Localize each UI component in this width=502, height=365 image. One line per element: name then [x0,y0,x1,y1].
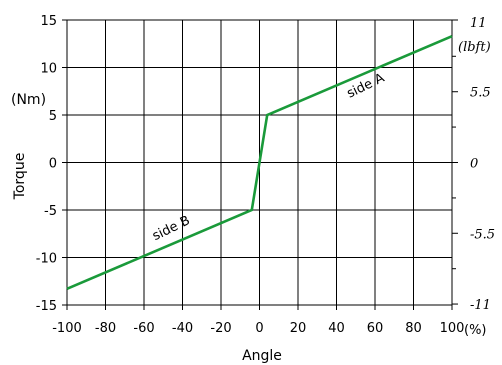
x-tick-label: -20 [210,321,231,336]
right-axis-top-label: 11 [470,16,487,31]
annotation-label: side B [150,213,192,244]
y-tick-label: -10 [36,252,57,267]
y-tick-label: -15 [36,299,57,314]
right-axis-label: -5.5 [470,227,495,242]
series-lines [66,34,453,291]
x-tick-label: -80 [95,321,116,336]
annotation-label: side A [345,71,387,102]
y-tick-label: 15 [40,14,57,29]
x-tick-label: 0 [255,321,263,336]
x-tick-label: 40 [328,321,345,336]
x-tick-label: 100 [440,321,465,336]
x-axis-title: Angle [242,348,282,364]
axis-ticks [62,19,458,310]
right-axis-label: 5.5 [470,86,491,101]
x-tick-label: -100 [52,321,82,336]
y-tick-label: 5 [49,109,57,124]
y-axis-unit: (Nm) [11,92,46,108]
x-tick-label: 60 [367,321,384,336]
right-axis-label: 0 [470,157,478,172]
y-tick-label: -5 [44,204,57,219]
x-tick-label: 80 [405,321,422,336]
x-tick-label: -60 [133,321,154,336]
y-axis-title: Torque [12,153,28,201]
x-tick-label: -40 [172,321,193,336]
x-tick-label: 20 [290,321,307,336]
annotations: side A side B [150,71,387,244]
series-line [66,34,453,291]
right-axis-label: -11 [470,298,491,313]
right-axis-unit: (lbft) [458,40,491,55]
y-tick-label: 0 [49,157,57,172]
y-tick-label: 10 [40,62,57,77]
tick-labels: -100 -80 -60 -40 -20 0 20 40 60 80 100-15-10-50510… [36,14,495,336]
x-axis-unit: (%) [464,323,487,338]
